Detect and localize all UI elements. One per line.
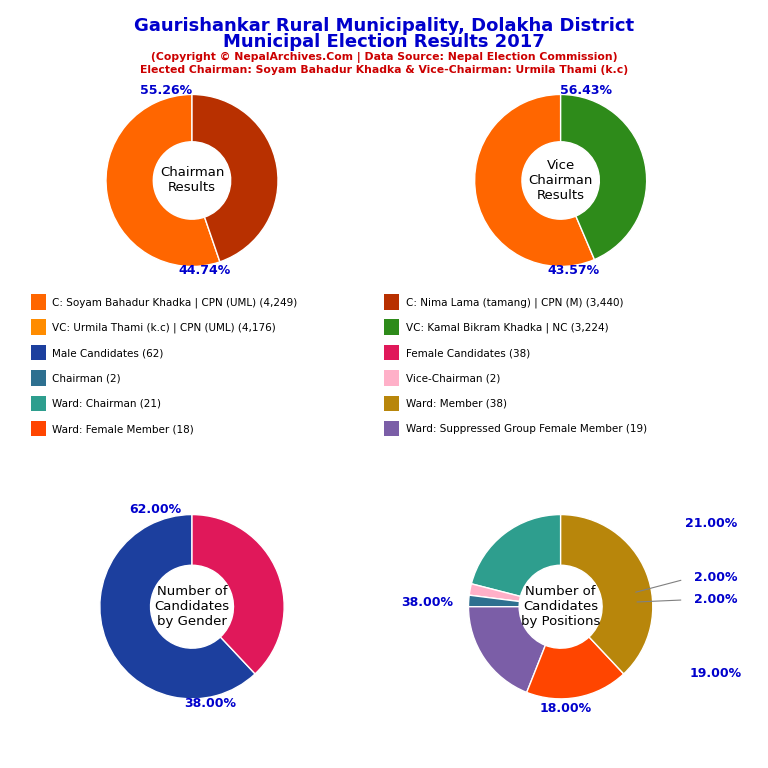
Text: Female Candidates (38): Female Candidates (38) xyxy=(406,348,530,359)
Text: 21.00%: 21.00% xyxy=(685,518,737,530)
Text: Ward: Member (38): Ward: Member (38) xyxy=(406,399,507,409)
Text: Ward: Chairman (21): Ward: Chairman (21) xyxy=(52,399,161,409)
Text: Gaurishankar Rural Municipality, Dolakha District: Gaurishankar Rural Municipality, Dolakha… xyxy=(134,17,634,35)
Text: Male Candidates (62): Male Candidates (62) xyxy=(52,348,164,359)
Text: Municipal Election Results 2017: Municipal Election Results 2017 xyxy=(223,33,545,51)
Text: Chairman (2): Chairman (2) xyxy=(52,373,121,384)
Text: 18.00%: 18.00% xyxy=(539,702,591,714)
Text: 43.57%: 43.57% xyxy=(548,264,600,277)
Wedge shape xyxy=(561,94,647,260)
Wedge shape xyxy=(468,595,519,607)
Text: Number of
Candidates
by Gender: Number of Candidates by Gender xyxy=(154,585,230,628)
Text: Number of
Candidates
by Positions: Number of Candidates by Positions xyxy=(521,585,601,628)
Text: Vice
Chairman
Results: Vice Chairman Results xyxy=(528,159,593,202)
Text: (Copyright © NepalArchives.Com | Data Source: Nepal Election Commission): (Copyright © NepalArchives.Com | Data So… xyxy=(151,51,617,62)
Wedge shape xyxy=(106,94,220,266)
Text: 38.00%: 38.00% xyxy=(184,697,237,710)
Text: 56.43%: 56.43% xyxy=(561,84,612,97)
Wedge shape xyxy=(192,94,278,262)
Text: Ward: Suppressed Group Female Member (19): Ward: Suppressed Group Female Member (19… xyxy=(406,424,647,435)
Text: 38.00%: 38.00% xyxy=(401,596,453,608)
Text: Ward: Female Member (18): Ward: Female Member (18) xyxy=(52,424,194,435)
Text: C: Nima Lama (tamang) | CPN (M) (3,440): C: Nima Lama (tamang) | CPN (M) (3,440) xyxy=(406,297,623,308)
Text: 2.00%: 2.00% xyxy=(694,571,738,584)
Wedge shape xyxy=(469,584,521,601)
Text: Vice-Chairman (2): Vice-Chairman (2) xyxy=(406,373,500,384)
Text: 19.00%: 19.00% xyxy=(690,667,742,680)
Text: Elected Chairman: Soyam Bahadur Khadka & Vice-Chairman: Urmila Thami (k.c): Elected Chairman: Soyam Bahadur Khadka &… xyxy=(140,65,628,74)
Text: 62.00%: 62.00% xyxy=(129,504,181,516)
Text: 2.00%: 2.00% xyxy=(694,593,738,606)
Text: Chairman
Results: Chairman Results xyxy=(160,167,224,194)
Wedge shape xyxy=(475,94,594,266)
Text: 55.26%: 55.26% xyxy=(140,84,192,97)
Wedge shape xyxy=(192,515,284,674)
Text: C: Soyam Bahadur Khadka | CPN (UML) (4,249): C: Soyam Bahadur Khadka | CPN (UML) (4,2… xyxy=(52,297,297,308)
Wedge shape xyxy=(527,637,624,699)
Wedge shape xyxy=(468,607,545,693)
Wedge shape xyxy=(100,515,255,699)
Text: VC: Kamal Bikram Khadka | NC (3,224): VC: Kamal Bikram Khadka | NC (3,224) xyxy=(406,323,608,333)
Wedge shape xyxy=(472,515,561,597)
Wedge shape xyxy=(561,515,653,674)
Text: VC: Urmila Thami (k.c) | CPN (UML) (4,176): VC: Urmila Thami (k.c) | CPN (UML) (4,17… xyxy=(52,323,276,333)
Text: 44.74%: 44.74% xyxy=(179,264,231,277)
